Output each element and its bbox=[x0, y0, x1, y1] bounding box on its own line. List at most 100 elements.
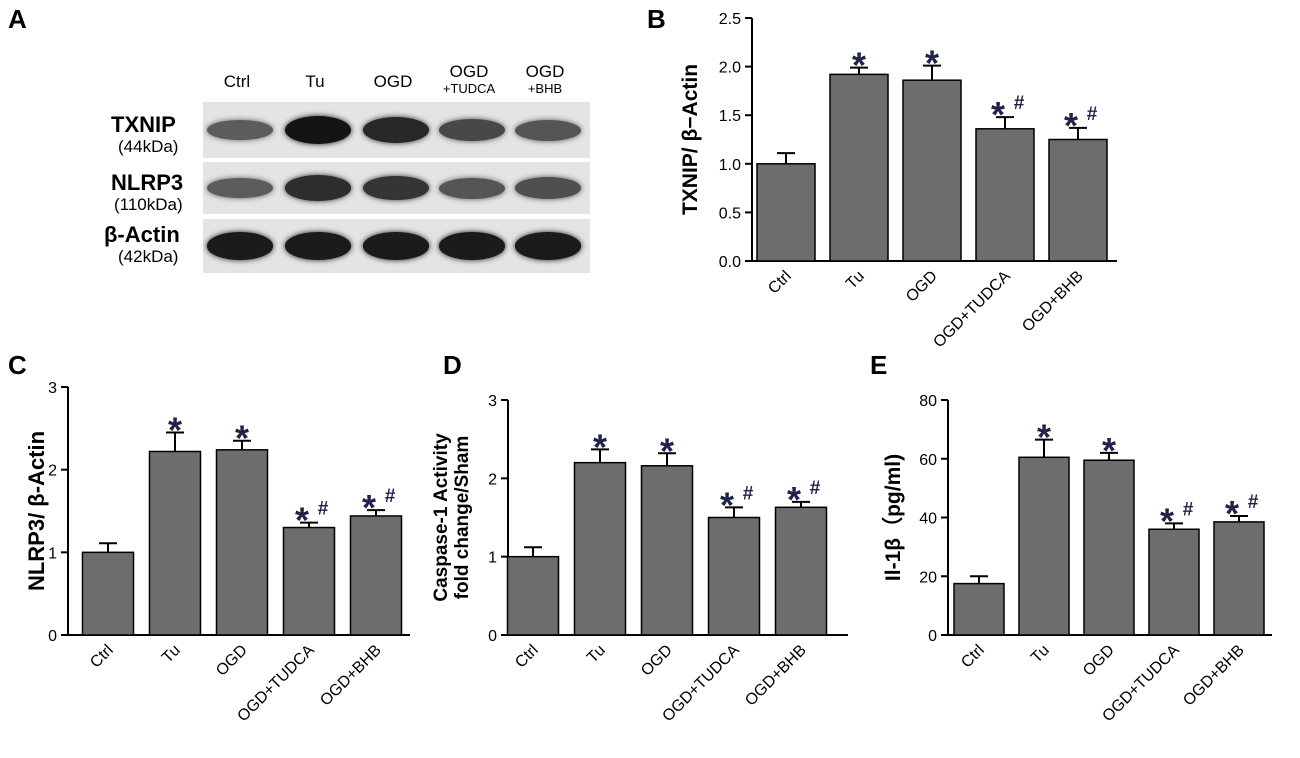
lane-label: Ctrl bbox=[223, 72, 251, 91]
blot-band bbox=[363, 232, 429, 260]
chart-panel-b: 0.0 0.5 1.0 1.5 2.0 2.5 TXNIP/ β−Actin Ctrl * Tu *… bbox=[679, 11, 1117, 351]
significance-star: * bbox=[1037, 417, 1051, 458]
bar bbox=[1148, 528, 1200, 636]
x-tick-label: Tu bbox=[584, 642, 609, 667]
significance-star: * bbox=[925, 43, 939, 84]
significance-star: * bbox=[991, 94, 1005, 135]
significance-star: * bbox=[295, 500, 309, 541]
y-tick-label: 2.0 bbox=[719, 60, 741, 77]
lane-label: OGD bbox=[449, 62, 489, 81]
blot-lane-ogd-tudca: OGD +TUDCA bbox=[424, 62, 514, 96]
y-tick-label: 1.0 bbox=[719, 157, 741, 174]
protein-name-beta-actin: β-Actin bbox=[104, 222, 180, 247]
bar bbox=[756, 163, 816, 262]
y-tick-label: 2 bbox=[488, 471, 497, 488]
bar bbox=[774, 506, 828, 636]
blot-band bbox=[285, 175, 351, 201]
blot-band bbox=[515, 232, 581, 260]
blot-lane-ctrl: Ctrl bbox=[192, 72, 282, 92]
blot-band bbox=[285, 116, 351, 144]
x-tick-label: OGD bbox=[638, 642, 676, 680]
y-axis-label-line2: fold change/Sham bbox=[452, 436, 473, 600]
significance-hash: # bbox=[385, 486, 396, 507]
blot-lane-ogd-bhb: OGD +BHB bbox=[500, 62, 590, 96]
bar bbox=[707, 516, 761, 636]
x-tick-label: OGD+BHB bbox=[1180, 642, 1248, 710]
blot-lane-ogd: OGD bbox=[348, 72, 438, 92]
y-tick-label: 3 bbox=[48, 380, 57, 397]
y-axis-label: NLRP3/ β-Actin bbox=[24, 431, 49, 591]
significance-star: * bbox=[1225, 493, 1239, 534]
significance-star: * bbox=[720, 484, 734, 525]
y-tick-label: 0.5 bbox=[719, 205, 741, 222]
bar bbox=[573, 461, 627, 636]
x-tick-label: Tu bbox=[159, 642, 184, 667]
significance-hash: # bbox=[1248, 492, 1259, 513]
bar bbox=[975, 128, 1035, 262]
x-tick-label: OGD bbox=[1080, 642, 1118, 680]
bar bbox=[282, 526, 336, 636]
blot-band bbox=[515, 177, 581, 199]
blot-band bbox=[439, 232, 505, 260]
significance-star: * bbox=[787, 479, 801, 520]
significance-star: * bbox=[362, 487, 376, 528]
panel-letter-c: C bbox=[8, 350, 27, 380]
panel-letter-d: D bbox=[443, 350, 462, 380]
x-tick-label: OGD+BHB bbox=[742, 642, 810, 710]
bar bbox=[902, 79, 962, 262]
lane-label: OGD bbox=[525, 62, 565, 81]
bar bbox=[1048, 138, 1108, 262]
significance-hash: # bbox=[743, 483, 754, 504]
blot-band bbox=[207, 177, 273, 199]
bar bbox=[215, 449, 269, 636]
blot-band bbox=[285, 232, 351, 260]
blot-band bbox=[363, 117, 429, 143]
y-tick-label: 3 bbox=[488, 393, 497, 410]
blot-band bbox=[439, 118, 505, 142]
y-tick-label: 0 bbox=[48, 628, 57, 645]
significance-star: * bbox=[852, 45, 866, 86]
significance-star: * bbox=[1102, 430, 1116, 471]
blot-band bbox=[439, 177, 505, 199]
bar bbox=[148, 450, 202, 636]
significance-star: * bbox=[1160, 500, 1174, 541]
significance-star: * bbox=[235, 418, 249, 459]
y-axis-label: TXNIP/ β−Actin bbox=[679, 64, 702, 215]
significance-hash: # bbox=[318, 499, 329, 520]
x-tick-label: Tu bbox=[843, 268, 868, 293]
bar bbox=[1213, 521, 1265, 636]
x-tick-label: OGD bbox=[903, 268, 941, 306]
panel-letter-b: B bbox=[647, 4, 666, 34]
x-tick-label: Ctrl bbox=[512, 642, 542, 672]
x-tick-label: Ctrl bbox=[958, 642, 988, 672]
bar bbox=[506, 555, 560, 636]
protein-name-nlrp3: NLRP3 bbox=[111, 170, 184, 195]
bar bbox=[953, 582, 1005, 636]
lane-sublabel: +BHB bbox=[527, 81, 563, 96]
bar bbox=[349, 515, 403, 636]
y-tick-label: 0 bbox=[488, 628, 497, 645]
bar bbox=[829, 73, 889, 262]
x-tick-label: OGD bbox=[213, 642, 251, 680]
blot-band bbox=[207, 232, 273, 260]
bar bbox=[1018, 456, 1070, 636]
y-tick-label: 60 bbox=[919, 452, 937, 469]
x-tick-label: Ctrl bbox=[765, 268, 795, 298]
significance-hash: # bbox=[1183, 499, 1194, 520]
y-tick-label: 0 bbox=[928, 628, 937, 645]
significance-star: * bbox=[660, 430, 674, 471]
x-tick-label: Ctrl bbox=[87, 642, 117, 672]
significance-star: * bbox=[168, 409, 182, 450]
significance-star: * bbox=[1064, 105, 1078, 146]
y-tick-label: 1 bbox=[48, 545, 57, 562]
x-tick-label: Tu bbox=[1028, 642, 1053, 667]
blot-band bbox=[363, 175, 429, 201]
y-tick-label: 80 bbox=[919, 393, 937, 410]
y-tick-label: 1.5 bbox=[719, 108, 741, 125]
chart-panel-d: 0 1 2 3 Caspase-1 Activity fold change/Sham Ct… bbox=[431, 393, 848, 725]
lane-sublabel: +TUDCA bbox=[442, 81, 496, 96]
lane-label: OGD bbox=[373, 72, 413, 91]
x-tick-label: OGD+TUDCA bbox=[930, 268, 1014, 352]
protein-kda-nlrp3: (110kDa) bbox=[114, 195, 183, 214]
